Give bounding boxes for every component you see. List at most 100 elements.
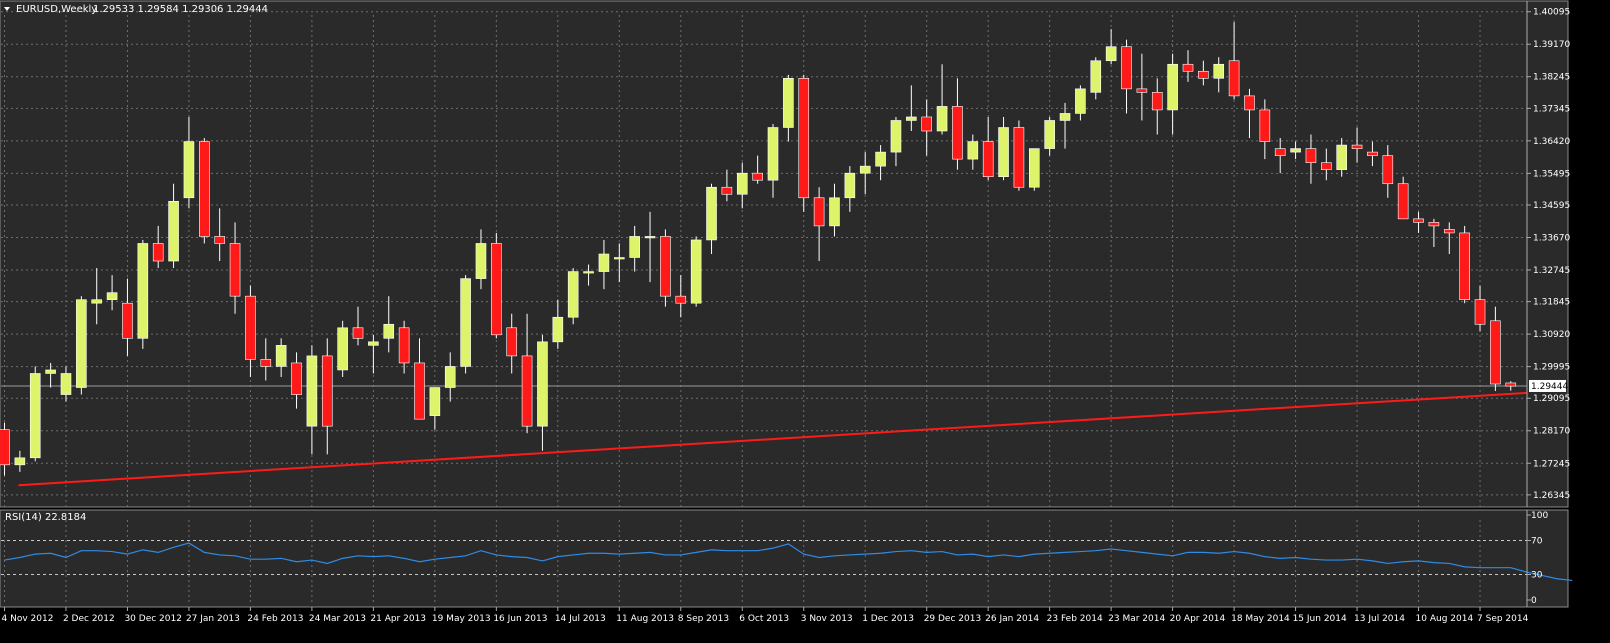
- candle: [613, 243, 625, 283]
- candle-body: [352, 327, 364, 339]
- rsi-panel[interactable]: [0, 509, 1569, 608]
- candle: [1182, 50, 1194, 82]
- price-tick-label: 1.35495: [1533, 169, 1570, 179]
- candle-body: [1490, 320, 1501, 385]
- time-tick-label: 29 Dec 2013: [924, 614, 982, 624]
- price-tick-label: 1.26345: [1533, 491, 1570, 501]
- candle: [982, 116, 994, 181]
- time-tick-label: 24 Mar 2013: [309, 614, 366, 624]
- candle: [1121, 39, 1132, 114]
- candle: [721, 169, 733, 202]
- rsi-tick-label: 70: [1531, 537, 1543, 547]
- candle: [306, 345, 318, 455]
- candle-body: [199, 141, 210, 237]
- candle-body: [1182, 63, 1194, 72]
- candle: [122, 278, 133, 356]
- price-tick-label: 1.39170: [1533, 40, 1570, 50]
- candle-body: [906, 116, 917, 121]
- candle: [29, 366, 41, 462]
- candle: [1321, 148, 1332, 181]
- candle: [1244, 88, 1255, 139]
- candle: [660, 229, 671, 307]
- candle: [767, 123, 779, 198]
- candle: [1259, 99, 1271, 160]
- candle: [798, 74, 810, 212]
- candle: [829, 183, 840, 237]
- candle: [1443, 222, 1455, 254]
- candle-body: [1336, 144, 1347, 170]
- candle-body: [1274, 148, 1286, 156]
- candle: [1474, 285, 1486, 332]
- candle-body: [291, 362, 302, 395]
- time-tick-label: 7 Sep 2014: [1477, 614, 1529, 624]
- candle: [245, 285, 256, 377]
- time-tick-label: 27 Jan 2013: [186, 614, 240, 624]
- candle: [736, 162, 748, 209]
- candle-body: [91, 299, 103, 304]
- time-tick-label: 3 Nov 2013: [801, 614, 853, 624]
- candle: [967, 134, 979, 170]
- price-axis: 1.40095 1.39170 1.38245 1.37345 1.36420 1.354…: [1526, 1, 1570, 507]
- candle: [629, 225, 640, 272]
- rsi-series: [4, 542, 1573, 582]
- candle: [0, 422, 10, 476]
- candle: [921, 99, 933, 156]
- candle-body: [214, 236, 225, 244]
- candle: [1013, 120, 1025, 191]
- candle: [76, 296, 87, 395]
- candle-body: [660, 236, 671, 297]
- candle: [690, 236, 702, 307]
- candle-body: [844, 172, 856, 199]
- candle-body: [829, 197, 840, 227]
- price-tick-label: 1.33670: [1533, 233, 1570, 243]
- candle-body: [60, 373, 72, 395]
- candle-body: [521, 355, 533, 427]
- candle: [352, 306, 364, 346]
- candle-body: [629, 236, 640, 258]
- candle: [1397, 176, 1409, 220]
- candle: [1059, 102, 1071, 149]
- candle: [1167, 53, 1178, 135]
- candle-body: [706, 186, 717, 241]
- candle: [1367, 141, 1378, 167]
- candle: [1090, 57, 1102, 100]
- candle-body: [1028, 148, 1040, 188]
- candle-body: [1213, 63, 1225, 79]
- candle: [260, 338, 272, 381]
- candle: [429, 387, 441, 430]
- candle: [152, 225, 164, 269]
- candle: [60, 366, 72, 402]
- candle: [1198, 60, 1209, 86]
- time-tick-label: 14 Jul 2013: [555, 614, 606, 624]
- dropdown-triangle-icon[interactable]: [4, 7, 10, 11]
- time-tick-label: 11 Aug 2013: [616, 614, 674, 624]
- candle-body: [921, 116, 933, 132]
- candle-body: [398, 327, 410, 364]
- candle: [291, 352, 302, 409]
- candle: [952, 78, 963, 170]
- candle-body: [137, 243, 149, 339]
- time-tick-label: 16 Jun 2013: [493, 614, 547, 624]
- candle: [859, 152, 871, 195]
- candle-body: [567, 271, 579, 318]
- candle: [875, 145, 886, 181]
- candle: [813, 187, 825, 262]
- candle: [567, 268, 579, 325]
- price-tick-label: 1.29995: [1533, 363, 1570, 373]
- candle: [1382, 145, 1394, 198]
- candle: [45, 362, 56, 388]
- candle-body: [1367, 151, 1378, 156]
- candle-body: [245, 295, 256, 360]
- candle-body: [752, 172, 763, 181]
- candle-body: [1121, 46, 1132, 90]
- candle-body: [1459, 232, 1470, 300]
- candle: [214, 208, 225, 262]
- candle: [552, 299, 564, 349]
- trendline[interactable]: [18, 391, 1528, 487]
- price-tick-label: 1.31845: [1533, 298, 1570, 308]
- candle-body: [1044, 120, 1055, 149]
- candle: [1428, 218, 1440, 247]
- candle-body: [152, 243, 164, 262]
- rsi-label: RSI(14) 22.8184: [5, 512, 86, 523]
